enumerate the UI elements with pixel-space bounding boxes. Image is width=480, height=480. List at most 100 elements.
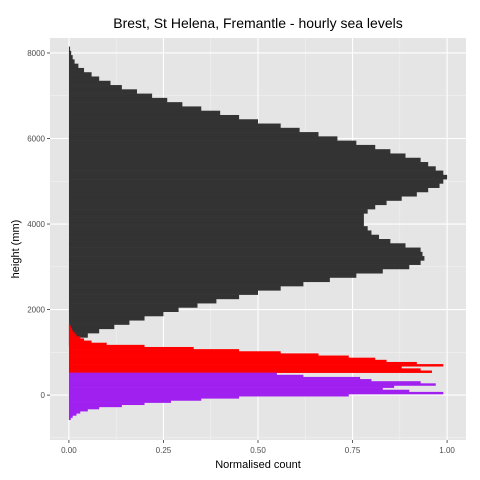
bar-series-1 — [69, 89, 137, 94]
bar-series-3 — [69, 377, 360, 379]
bar-series-1 — [69, 145, 375, 150]
bar-series-3 — [69, 398, 201, 400]
bar-series-1 — [69, 307, 179, 312]
y-tick-label: 8000 — [27, 49, 45, 58]
bar-series-2 — [69, 332, 75, 334]
x-tick-label: 0.50 — [250, 446, 266, 455]
bar-series-3 — [69, 411, 80, 413]
bar-series-2 — [69, 356, 349, 358]
bar-series-2 — [69, 358, 375, 360]
bar-series-1 — [69, 312, 164, 317]
bar-series-3 — [69, 400, 171, 402]
x-tick-label: 1.00 — [439, 446, 455, 455]
chart-title: Brest, St Helena, Fremantle - hourly sea… — [113, 15, 402, 31]
bar-series-1 — [69, 64, 78, 69]
bar-series-1 — [69, 81, 111, 86]
bar-series-1 — [69, 269, 383, 274]
bar-series-1 — [69, 320, 130, 325]
bar-series-1 — [69, 153, 406, 158]
bar-series-1 — [69, 239, 390, 244]
bar-series-1 — [69, 213, 364, 218]
bar-series-3 — [69, 409, 88, 411]
bar-series-1 — [69, 316, 145, 321]
bar-series-1 — [69, 141, 356, 146]
bar-series-1 — [69, 132, 319, 137]
bar-series-2 — [69, 347, 194, 349]
bar-series-3 — [69, 418, 71, 420]
bar-series-2 — [69, 338, 84, 340]
bar-series-1 — [69, 59, 75, 64]
bar-series-3 — [69, 373, 277, 375]
y-tick-label: 2000 — [27, 306, 45, 315]
bar-series-3 — [69, 396, 239, 398]
bar-series-1 — [69, 201, 387, 206]
bar-series-1 — [69, 188, 428, 193]
bar-series-2 — [69, 368, 421, 370]
bar-series-1 — [69, 162, 428, 167]
x-tick-label: 0.75 — [345, 446, 361, 455]
bar-series-1 — [69, 183, 440, 188]
bar-series-1 — [69, 273, 356, 278]
bar-series-1 — [69, 252, 423, 257]
bar-series-2 — [69, 353, 319, 355]
bar-series-1 — [69, 303, 198, 308]
bar-series-1 — [69, 265, 409, 270]
y-axis: 0 2000 4000 6000 8000 — [27, 49, 50, 400]
bar-series-1 — [69, 290, 258, 295]
bar-series-1 — [69, 222, 364, 227]
bar-series-1 — [69, 171, 443, 176]
bar-series-1 — [69, 111, 220, 116]
bar-series-2 — [69, 349, 239, 351]
bar-series-1 — [69, 85, 122, 90]
bar-series-3 — [69, 407, 99, 409]
bar-series-1 — [69, 102, 182, 107]
bar-series-1 — [69, 136, 338, 141]
bar-series-1 — [69, 286, 281, 291]
bar-series-1 — [69, 248, 421, 253]
bar-series-1 — [69, 119, 258, 124]
bar-series-1 — [69, 51, 71, 56]
bar-series-1 — [69, 124, 281, 129]
bar-series-2 — [69, 362, 417, 364]
bar-series-1 — [69, 76, 99, 81]
bar-series-3 — [69, 403, 145, 405]
x-tick-label: 0.25 — [156, 446, 172, 455]
bar-series-2 — [69, 334, 77, 336]
bar-series-1 — [69, 235, 379, 240]
bar-series-1 — [69, 192, 417, 197]
bar-series-3 — [69, 390, 409, 392]
bar-series-1 — [69, 277, 330, 282]
bar-series-2 — [69, 336, 80, 338]
bar-series-2 — [69, 330, 73, 332]
bar-series-1 — [69, 218, 364, 223]
bar-series-1 — [69, 196, 402, 201]
bar-series-1 — [69, 55, 73, 60]
bar-series-2 — [69, 360, 387, 362]
bar-series-3 — [69, 383, 436, 385]
bar-series-3 — [69, 381, 421, 383]
x-axis: 0.00 0.25 0.50 0.75 1.00 — [61, 440, 455, 455]
bar-series-2 — [69, 323, 70, 325]
bar-series-3 — [69, 415, 73, 417]
bar-series-1 — [69, 94, 152, 99]
bar-series-2 — [69, 328, 72, 330]
bar-series-1 — [69, 295, 239, 300]
bar-series-3 — [69, 388, 383, 390]
y-tick-label: 4000 — [27, 220, 45, 229]
bar-series-1 — [69, 175, 447, 180]
bar-series-1 — [69, 209, 368, 214]
bar-series-3 — [69, 375, 303, 377]
bar-series-1 — [69, 47, 70, 52]
bar-series-3 — [69, 385, 394, 387]
bar-series-2 — [69, 351, 281, 353]
bar-series-2 — [69, 343, 107, 345]
bar-series-2 — [69, 345, 145, 347]
bar-series-1 — [69, 166, 436, 171]
bar-series-1 — [69, 226, 368, 231]
bar-series-2 — [69, 364, 443, 366]
bar-series-1 — [69, 205, 375, 210]
bar-series-1 — [69, 68, 84, 73]
bar-series-1 — [69, 106, 201, 111]
bar-series-2 — [69, 341, 92, 343]
